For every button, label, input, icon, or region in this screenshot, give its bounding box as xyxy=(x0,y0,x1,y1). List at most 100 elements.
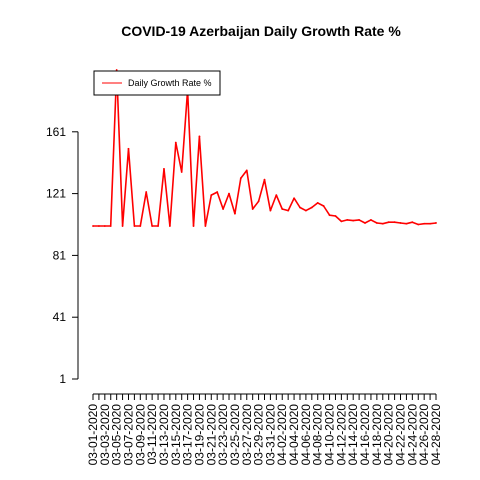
data-point xyxy=(429,222,431,225)
x-tick-label: 03-17-2020 xyxy=(181,404,195,466)
data-point xyxy=(346,218,349,221)
data-point xyxy=(287,209,290,212)
x-tick-label: 04-04-2020 xyxy=(287,404,301,466)
data-point xyxy=(352,219,355,222)
x-tick-label: 04-02-2020 xyxy=(275,404,289,466)
data-point xyxy=(275,194,278,197)
x-tick-label: 04-08-2020 xyxy=(311,404,325,466)
data-point xyxy=(387,221,390,224)
data-point xyxy=(198,135,201,138)
x-tick-label: 03-25-2020 xyxy=(228,404,242,466)
x-tick-label: 03-13-2020 xyxy=(157,404,171,466)
x-tick-label: 04-14-2020 xyxy=(346,404,360,466)
x-tick-label: 03-15-2020 xyxy=(169,404,183,466)
data-point xyxy=(92,225,94,227)
data-point xyxy=(157,225,159,227)
data-point xyxy=(121,225,124,227)
data-point xyxy=(216,191,219,193)
data-point xyxy=(381,222,384,225)
y-tick-label: 81 xyxy=(53,248,67,262)
x-axis: 03-01-202003-03-202003-05-202003-07-2020… xyxy=(86,393,443,466)
data-point xyxy=(192,225,195,227)
data-point xyxy=(435,222,437,224)
data-point xyxy=(103,225,106,227)
y-tick-label: 121 xyxy=(46,187,66,201)
x-tick-label: 04-22-2020 xyxy=(394,404,408,466)
x-tick-label: 04-24-2020 xyxy=(405,404,419,466)
data-point xyxy=(370,218,372,221)
data-point xyxy=(405,222,408,225)
y-axis: 1 41 81 121 161 xyxy=(46,125,79,386)
x-tick-label: 03-23-2020 xyxy=(216,404,230,466)
x-tick-label: 04-28-2020 xyxy=(429,404,443,466)
data-point xyxy=(411,221,414,224)
y-tick-label: 161 xyxy=(46,125,66,139)
y-tick-label: 41 xyxy=(53,310,67,324)
x-tick-label: 03-01-2020 xyxy=(86,404,100,466)
data-point xyxy=(299,206,301,209)
x-tick-label: 03-29-2020 xyxy=(252,404,266,466)
x-tick-label: 04-10-2020 xyxy=(323,404,337,466)
data-point xyxy=(269,209,272,212)
data-point xyxy=(304,209,307,212)
x-tick-label: 03-07-2020 xyxy=(121,404,135,466)
plot-area xyxy=(92,69,437,227)
data-point xyxy=(228,192,230,195)
data-point xyxy=(168,225,171,227)
data-point xyxy=(234,212,236,215)
data-point xyxy=(210,194,213,197)
data-point xyxy=(109,225,112,227)
x-tick-label: 03-19-2020 xyxy=(192,404,206,466)
data-point xyxy=(358,218,361,221)
data-point xyxy=(281,208,284,210)
legend: Daily Growth Rate % xyxy=(93,70,221,96)
data-point xyxy=(127,147,130,150)
data-point xyxy=(98,225,100,227)
x-tick-label: 03-03-2020 xyxy=(98,404,112,466)
data-point xyxy=(322,205,325,207)
data-point xyxy=(174,141,177,144)
data-point xyxy=(423,222,426,225)
y-tick-label: 1 xyxy=(59,372,66,386)
x-tick-label: 03-21-2020 xyxy=(204,404,218,466)
data-point xyxy=(151,225,154,227)
data-point xyxy=(293,197,295,200)
data-point xyxy=(328,214,331,217)
x-tick-label: 04-20-2020 xyxy=(382,404,396,466)
data-point xyxy=(399,222,402,224)
data-point xyxy=(204,225,207,227)
x-tick-label: 03-11-2020 xyxy=(145,404,159,465)
x-tick-label: 03-27-2020 xyxy=(240,404,254,466)
data-point xyxy=(251,208,254,210)
data-point xyxy=(115,69,118,71)
data-point xyxy=(263,178,266,181)
data-point xyxy=(145,191,148,193)
data-point xyxy=(180,171,183,173)
data-point xyxy=(364,222,366,224)
data-point xyxy=(245,169,248,172)
data-point xyxy=(375,222,378,224)
x-tick-label: 04-18-2020 xyxy=(370,404,384,466)
chart-title: COVID-19 Azerbaijan Daily Growth Rate % xyxy=(121,23,401,39)
x-tick-label: 04-06-2020 xyxy=(299,404,313,466)
data-point xyxy=(310,206,313,209)
data-point xyxy=(316,201,319,204)
data-point xyxy=(163,167,165,170)
x-tick-label: 03-31-2020 xyxy=(263,404,277,466)
x-tick-label: 03-09-2020 xyxy=(133,404,147,466)
x-tick-label: 03-05-2020 xyxy=(110,404,124,466)
data-point xyxy=(257,200,260,203)
data-point xyxy=(340,220,343,223)
data-point xyxy=(222,208,225,210)
data-point xyxy=(393,221,396,224)
x-tick-label: 04-12-2020 xyxy=(334,404,348,466)
data-point xyxy=(139,225,142,227)
data-point xyxy=(417,223,420,226)
x-tick-label: 04-16-2020 xyxy=(358,404,372,466)
data-point xyxy=(133,225,136,227)
data-point xyxy=(239,177,242,180)
legend-label: Daily Growth Rate % xyxy=(128,78,212,88)
x-tick-label: 04-26-2020 xyxy=(417,404,431,466)
data-point xyxy=(334,215,337,217)
